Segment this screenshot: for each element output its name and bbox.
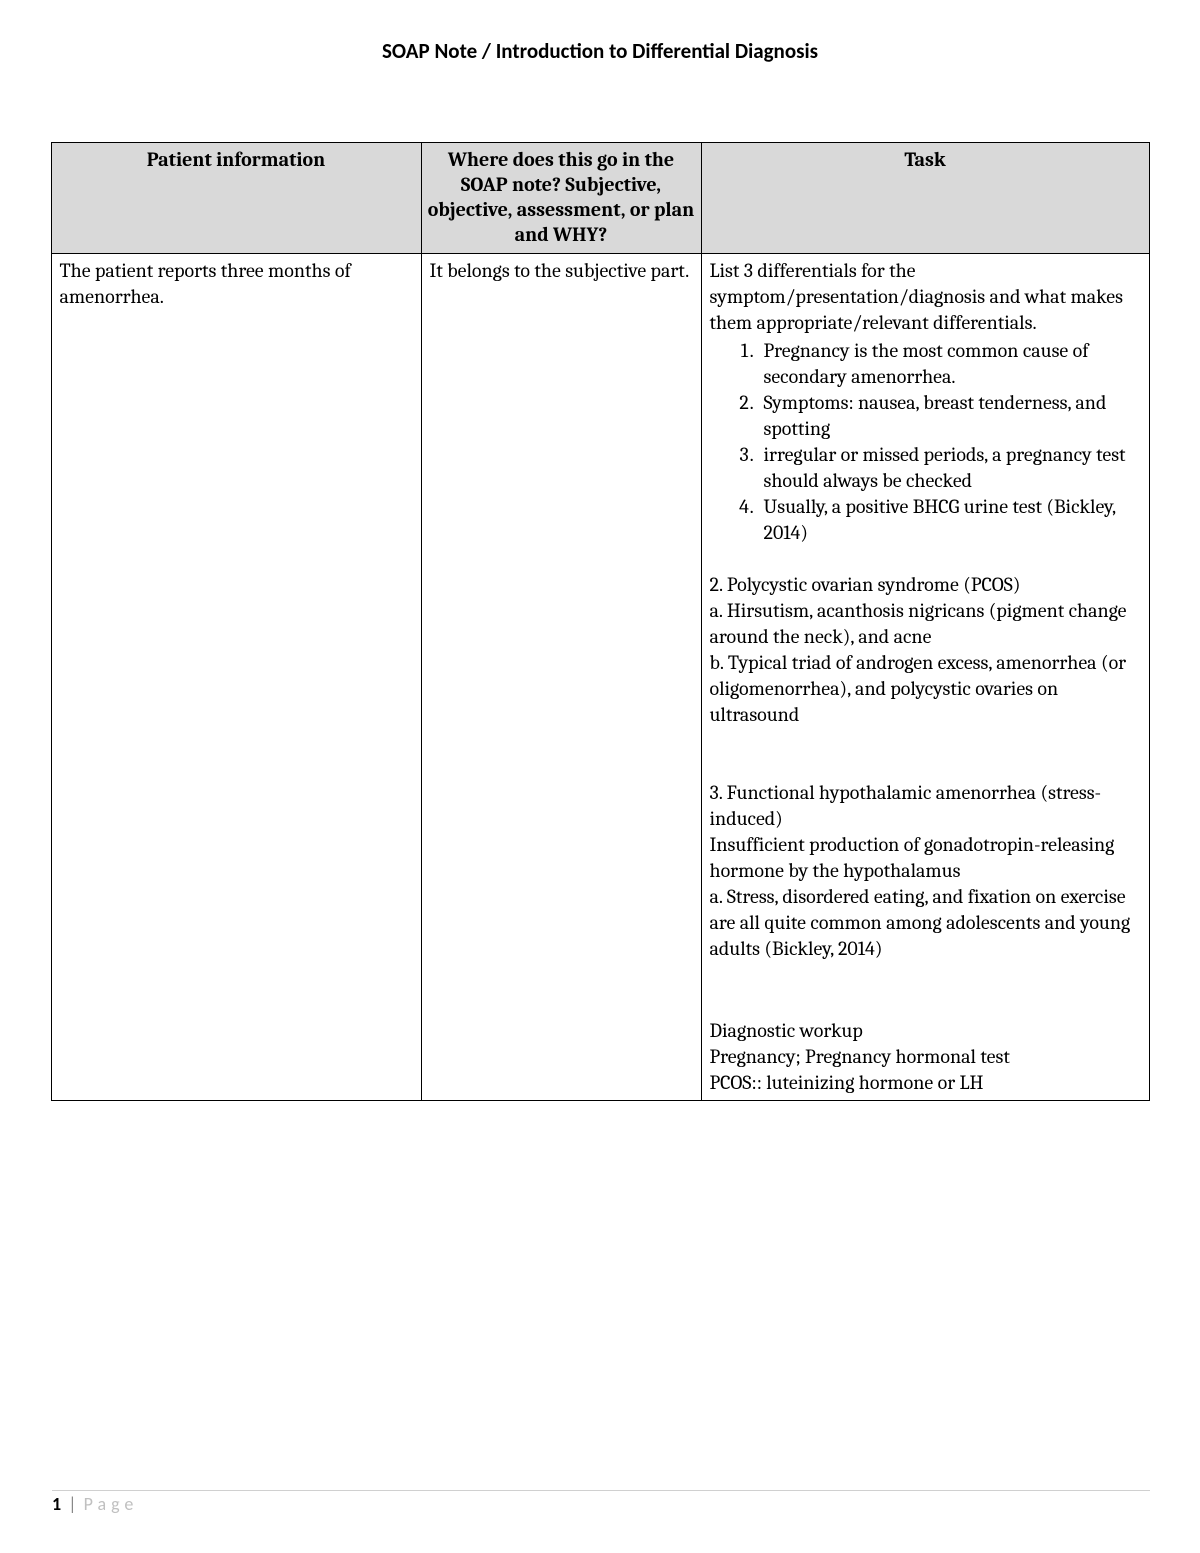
list-item: irregular or missed periods, a pregnancy… — [758, 442, 1141, 494]
list-item: Pregnancy is the most common cause of se… — [758, 338, 1141, 390]
soap-table: Patient information Where does this go i… — [51, 142, 1150, 1101]
section-line: b. Typical triad of androgen excess, ame… — [710, 650, 1141, 728]
table-row: The patient reports three months of amen… — [51, 254, 1149, 1101]
footer-page-label: Page — [84, 1493, 139, 1515]
list-item: Symptoms: nausea, breast tenderness, and… — [758, 390, 1141, 442]
task-intro: List 3 differentials for the symptom/pre… — [710, 258, 1141, 336]
section-line: Pregnancy; Pregnancy hormonal test — [710, 1044, 1141, 1070]
section-heading: 3. Functional hypothalamic amenorrhea (s… — [710, 780, 1141, 832]
task-section-pcos: 2. Polycystic ovarian syndrome (PCOS) a.… — [710, 572, 1141, 728]
header-soap-location: Where does this go in the SOAP note? Sub… — [421, 143, 701, 254]
section-heading: 2. Polycystic ovarian syndrome (PCOS) — [710, 572, 1141, 598]
section-line: PCOS:: luteinizing hormone or LH — [710, 1070, 1141, 1096]
header-task: Task — [701, 143, 1149, 254]
list-item: Usually, a positive BHCG urine test (Bic… — [758, 494, 1141, 546]
cell-task: List 3 differentials for the symptom/pre… — [701, 254, 1149, 1101]
cell-patient-information: The patient reports three months of amen… — [51, 254, 421, 1101]
section-line: a. Stress, disordered eating, and fixati… — [710, 884, 1141, 962]
section-line: Insufficient production of gonadotropin-… — [710, 832, 1141, 884]
task-numbered-list: Pregnancy is the most common cause of se… — [710, 338, 1141, 546]
page-title: SOAP Note / Introduction to Differential… — [0, 0, 1200, 64]
task-section-hypothalamic: 3. Functional hypothalamic amenorrhea (s… — [710, 780, 1141, 962]
section-heading: Diagnostic workup — [710, 1018, 1141, 1044]
section-line: a. Hirsutism, acanthosis nigricans (pigm… — [710, 598, 1141, 650]
footer-separator: | — [65, 1493, 79, 1515]
header-patient-information: Patient information — [51, 143, 421, 254]
cell-soap-location: It belongs to the subjective part. — [421, 254, 701, 1101]
table-header-row: Patient information Where does this go i… — [51, 143, 1149, 254]
task-section-diagnostic-workup: Diagnostic workup Pregnancy; Pregnancy h… — [710, 1018, 1141, 1096]
page-number: 1 — [52, 1493, 61, 1515]
page-footer: 1 | Page — [52, 1490, 1150, 1515]
